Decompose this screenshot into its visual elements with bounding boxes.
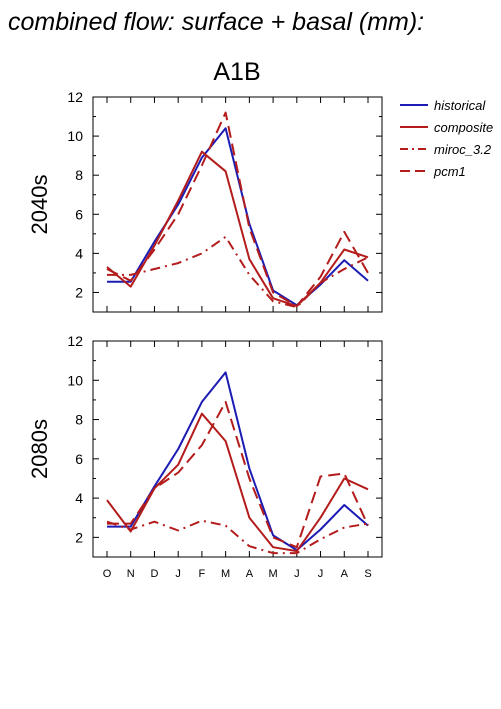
y-tick-label: 2 [75, 284, 83, 300]
x-tick-label: M [269, 568, 278, 580]
y-tick-label: 4 [75, 490, 83, 506]
legend-item: miroc_3.2 [400, 142, 492, 157]
y-tick-label: 6 [75, 206, 83, 222]
y-tick-label: 8 [75, 167, 83, 183]
x-tick-label: A [341, 568, 349, 580]
x-tick-label: J [175, 568, 181, 580]
y-tick-label: 10 [67, 372, 83, 388]
series-line-historical [107, 371, 369, 552]
x-tick-label: A [246, 568, 254, 580]
x-tick-label: S [364, 568, 371, 580]
legend: historical composite miroc_3.2 pcm1 [400, 98, 493, 179]
y-tick-label: 10 [67, 128, 83, 144]
legend-label: composite [434, 120, 493, 135]
y-tick-label: 4 [75, 245, 83, 261]
series-line-miroc-3-2 [106, 519, 369, 555]
x-tick-label: F [199, 568, 206, 580]
plot-frame [92, 96, 383, 313]
series-line-miroc-3-2 [107, 235, 369, 309]
page-title: combined flow: surface + basal (mm): [8, 8, 424, 36]
series-line-pcm1 [107, 400, 369, 549]
legend-label: historical [434, 98, 486, 113]
chart-panel-2040s: 2 4 6 8 10 12 2040s [27, 89, 383, 313]
legend-label: miroc_3.2 [434, 142, 492, 157]
series-line-composite [106, 150, 369, 308]
x-tick-label: D [150, 568, 158, 580]
chart-panel-2080s: 2 4 6 8 10 12 O N D J F M A M J J A S 2080s [27, 333, 383, 580]
y-tick-label: 12 [67, 89, 83, 105]
y-tick-label: 2 [75, 529, 83, 545]
y-axis-label: 2080s [27, 419, 52, 479]
x-tick-label: J [294, 568, 300, 580]
x-tick-label: M [221, 568, 230, 580]
series-line-pcm1 [106, 111, 369, 308]
series-line-composite [106, 412, 369, 553]
legend-item: composite [400, 120, 493, 135]
x-tick-label: O [103, 568, 112, 580]
y-tick-label: 8 [75, 412, 83, 428]
x-tick-label: J [318, 568, 324, 580]
legend-item: pcm1 [400, 164, 466, 179]
y-tick-label: 6 [75, 451, 83, 467]
scenario-title: A1B [213, 58, 260, 86]
y-tick-label: 12 [67, 333, 83, 349]
chart-panels: 2 4 6 8 10 12 2040s 2 4 6 8 10 12 O N D J F M A M J J A S 2080s [27, 89, 383, 580]
legend-item: historical [400, 98, 486, 113]
x-tick-label: N [127, 568, 135, 580]
plot-frame [92, 340, 383, 558]
y-axis-label: 2040s [27, 175, 52, 235]
legend-label: pcm1 [433, 164, 466, 179]
